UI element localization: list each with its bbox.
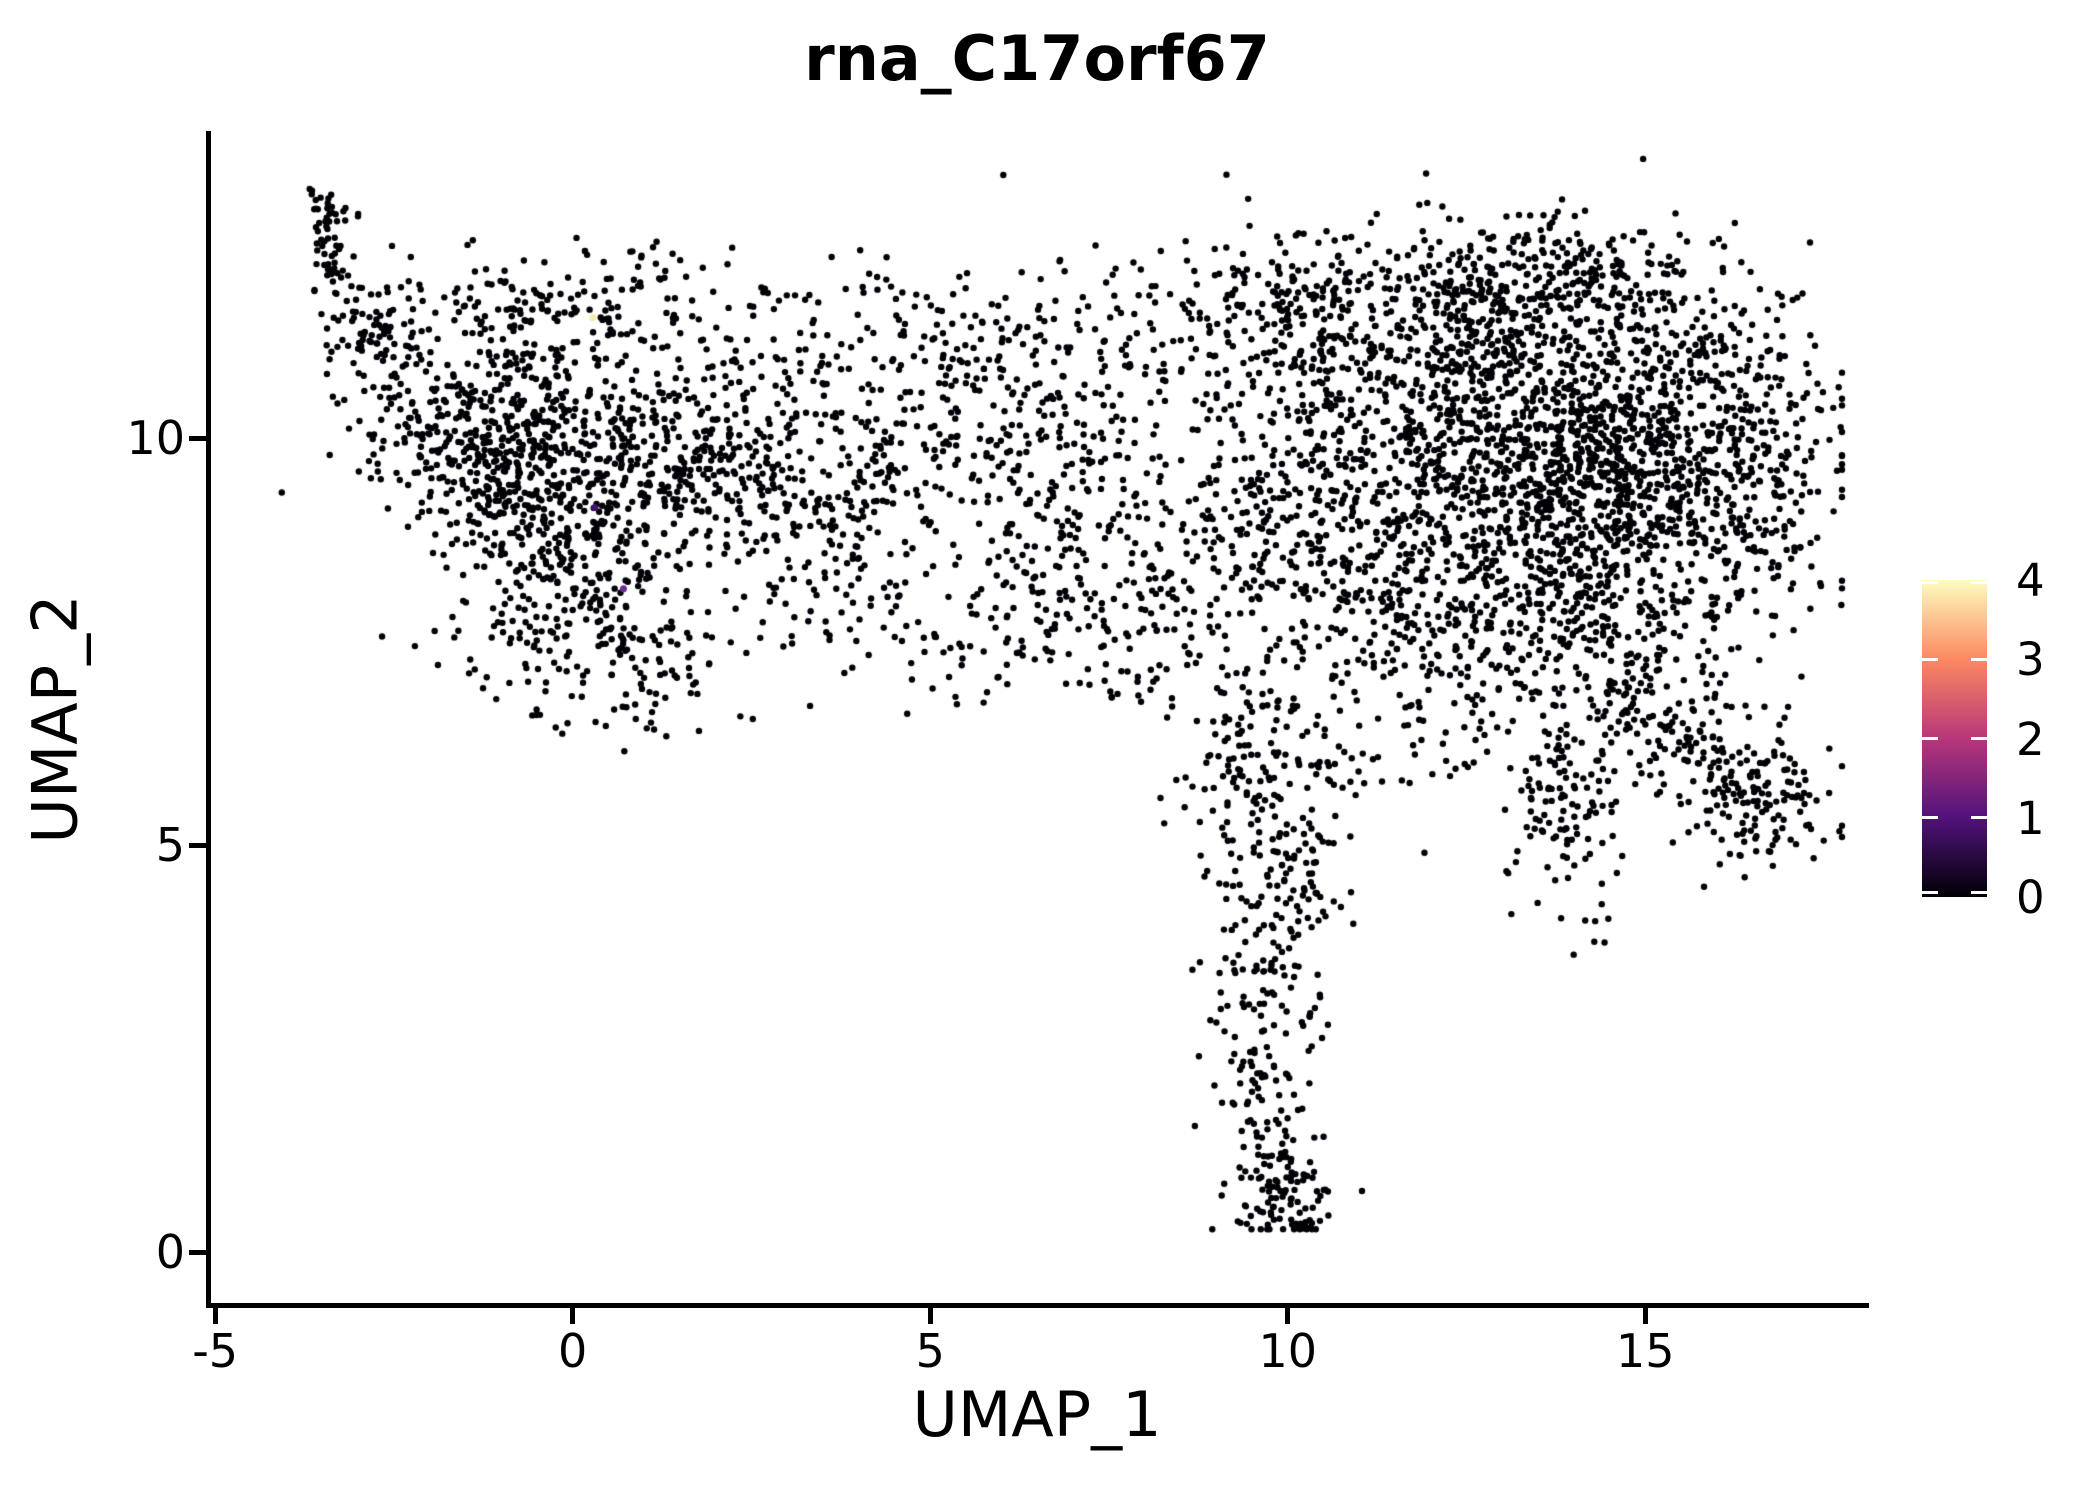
x-tick-mark (570, 1308, 576, 1324)
colorbar-tick-label: 1 (2016, 791, 2045, 845)
colorbar-tick-mark (1922, 816, 1938, 820)
x-tick-mark (212, 1308, 218, 1324)
colorbar-tick-mark (1922, 657, 1938, 661)
colorbar-tick-mark (1971, 816, 1987, 820)
x-tick-label: 0 (558, 1324, 588, 1378)
x-tick-label: 5 (915, 1324, 945, 1378)
x-axis-line (206, 1303, 1869, 1308)
y-axis-line (206, 131, 211, 1307)
colorbar-tick-mark (1971, 737, 1987, 740)
y-tick-mark (189, 1249, 206, 1255)
x-axis-title: UMAP_1 (912, 1378, 1162, 1451)
plot-title: rna_C17orf67 (804, 22, 1270, 95)
x-tick-label: 10 (1258, 1324, 1318, 1378)
y-tick-mark (189, 842, 206, 848)
x-tick-mark (927, 1308, 933, 1324)
colorbar-tick-label: 4 (2016, 554, 2045, 607)
colorbar-tick-mark (1971, 890, 1987, 894)
y-tick-label: 10 (126, 411, 185, 466)
x-tick-label: 15 (1616, 1324, 1675, 1378)
colorbar-tick-mark (1922, 737, 1938, 740)
colorbar-tick-mark (1922, 890, 1938, 894)
x-tick-mark (1285, 1308, 1291, 1324)
y-tick-label: 5 (155, 818, 185, 873)
y-tick-label: 0 (155, 1225, 185, 1280)
colorbar-tick-label: 3 (2016, 633, 2045, 687)
x-tick-mark (1642, 1308, 1648, 1324)
colorbar-tick-label: 2 (2016, 712, 2045, 766)
colorbar-tick-mark (1971, 657, 1987, 661)
colorbar-tick-mark (1971, 580, 1987, 584)
colorbar-tick-mark (1922, 580, 1938, 584)
x-tick-label: -5 (192, 1324, 239, 1378)
y-axis-title: UMAP_2 (18, 594, 92, 844)
colorbar-tick-label: 0 (2016, 871, 2045, 924)
y-tick-mark (189, 435, 206, 441)
colorbar (1922, 580, 1987, 897)
